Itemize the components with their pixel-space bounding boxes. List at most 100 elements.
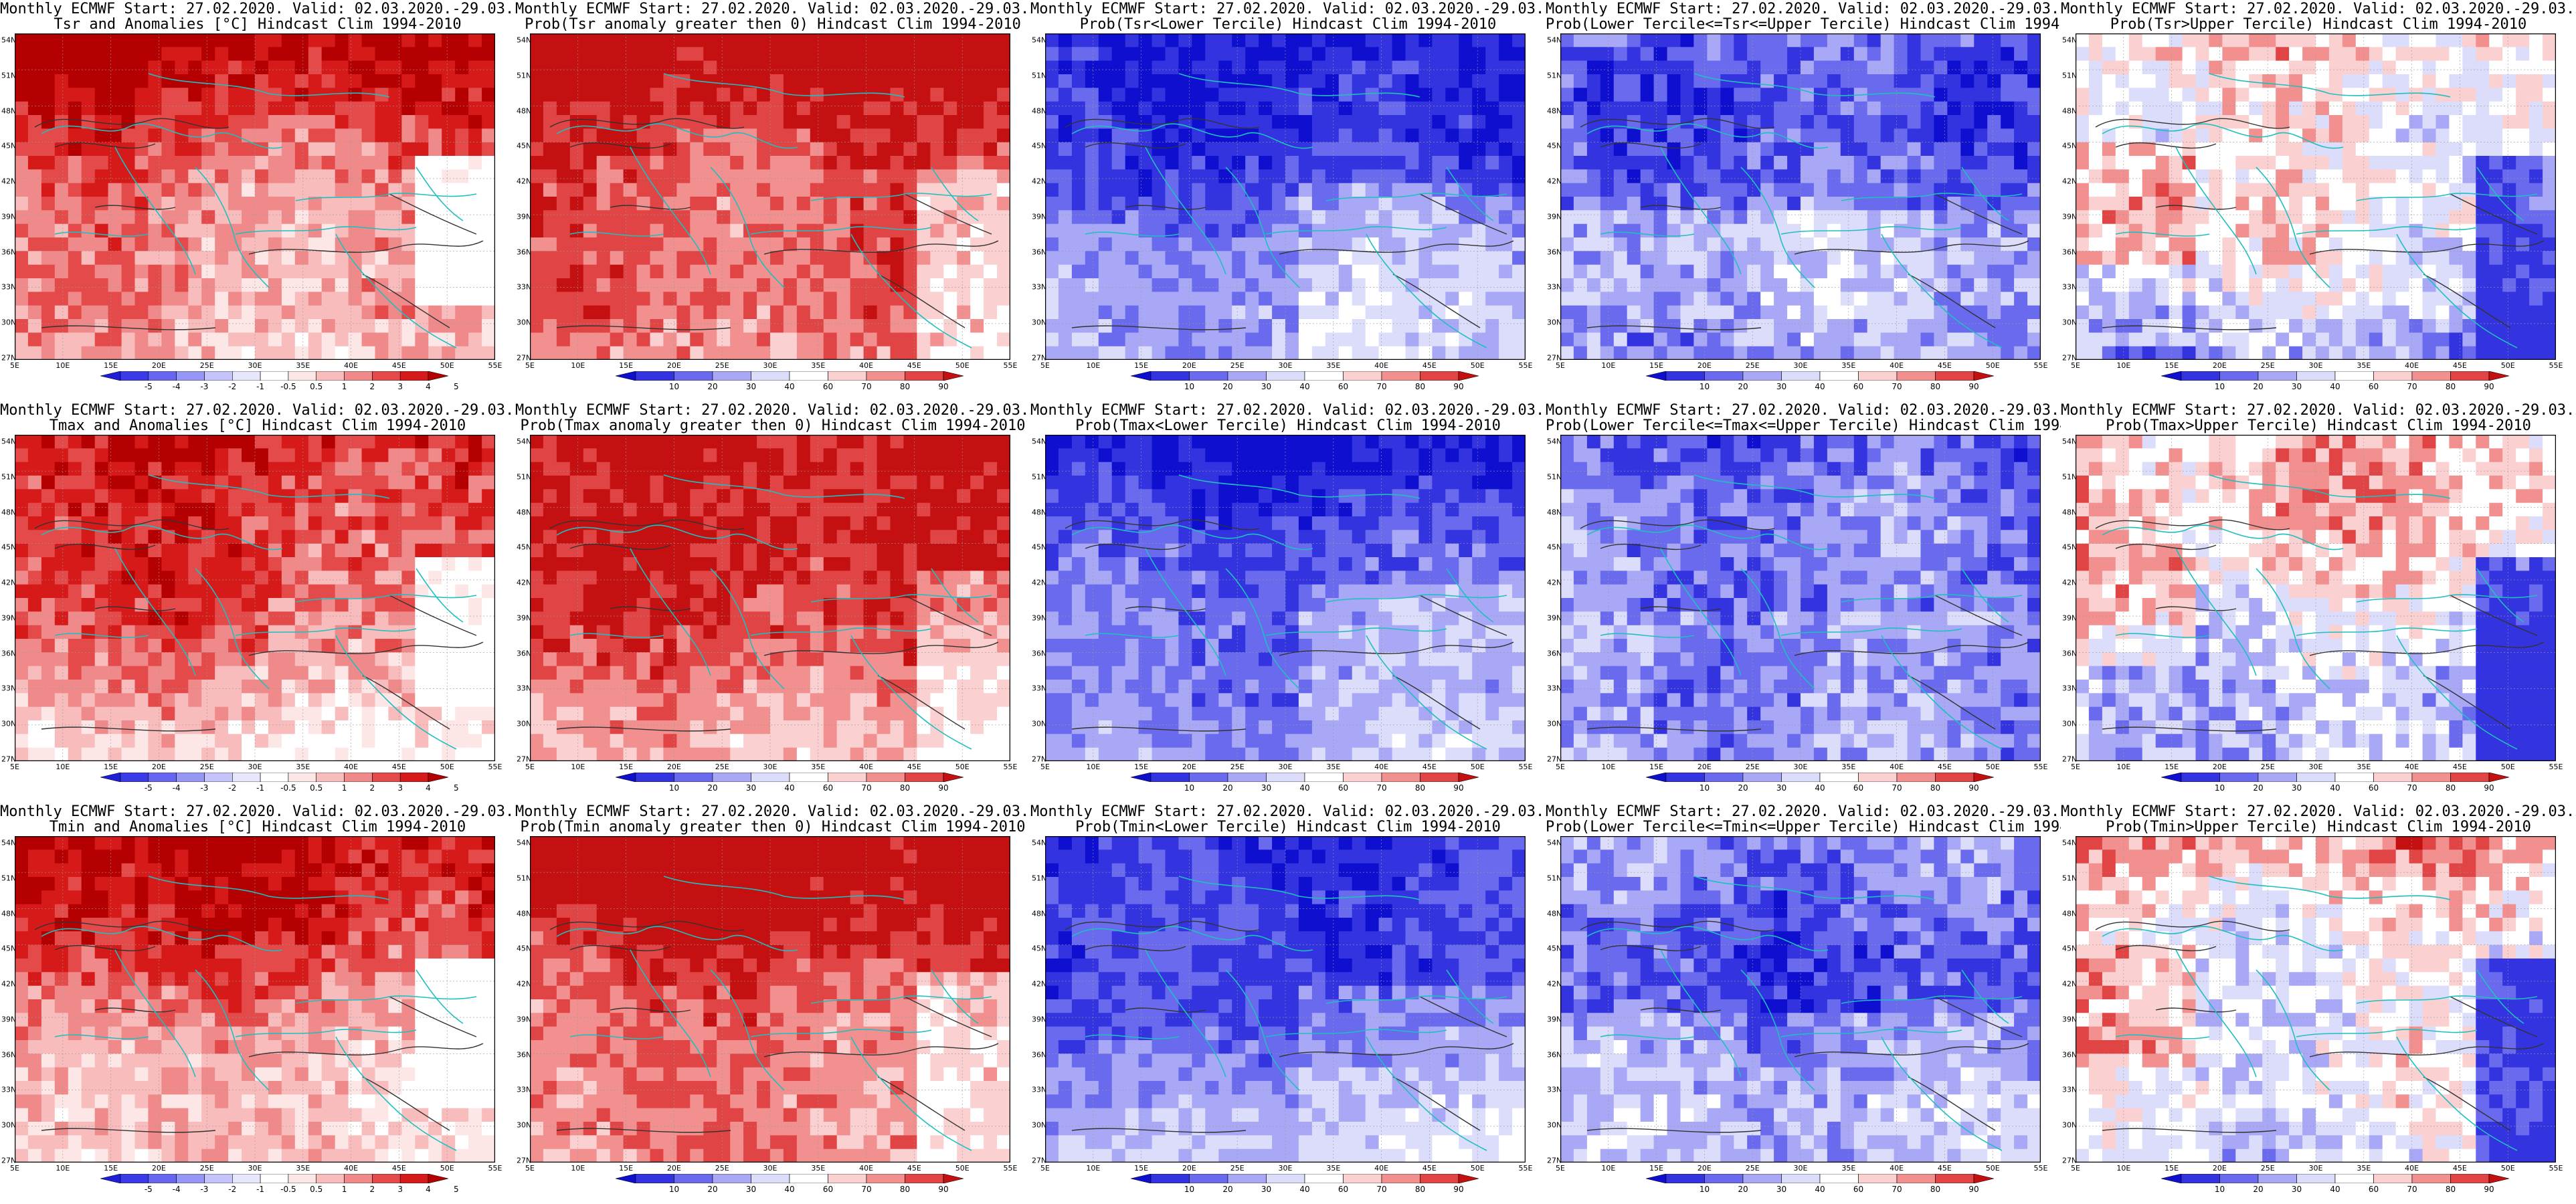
color-scale-tick-label: 40 [2330,783,2340,793]
longitude-label: 20E [151,763,166,771]
panel-title-line1: Monthly ECMWF Start: 27.02.2020. Valid: … [1030,402,1546,419]
color-scale-tick-label: 20 [707,783,718,793]
latitude-label: 45N [1032,542,1047,552]
latitude-label: 54N [1032,437,1047,446]
color-scale-tick-label: 2 [369,783,375,793]
latitude-label: 39N [517,1015,532,1024]
forecast-map [1560,33,2041,360]
color-scale-tick-label: 60 [1338,382,1349,391]
latitude-label: 42N [2062,578,2078,587]
forecast-map [2076,836,2556,1163]
color-scale-tick-label: 10 [1699,382,1710,391]
color-scale-tick-label: 80 [2445,783,2456,793]
latitude-label: 48N [1547,508,1562,517]
longitude-label: 10E [1601,361,1616,370]
latitude-label: 33N [1,684,17,693]
longitude-label: 45E [2452,361,2467,370]
panel-title-line1: Monthly ECMWF Start: 27.02.2020. Valid: … [1546,803,2061,820]
longitude-label: 35E [296,361,310,370]
latitude-label: 42N [517,177,532,186]
latitude-label: 51N [517,71,532,80]
color-scale-tick-label: 5 [453,1185,459,1194]
longitude-label: 5E [525,361,535,370]
color-scale-tick-label: 1 [341,783,347,793]
longitude-label: 5E [2071,1164,2080,1173]
latitude-label: 48N [1,106,17,116]
latitude-label: 39N [2062,212,2078,221]
color-scale-tick-label: 40 [2330,382,2340,391]
longitude-label: 50E [2500,1164,2515,1173]
longitude-label: 35E [1326,1164,1341,1173]
color-scale-tick-label: 10 [1699,783,1710,793]
longitude-label: 10E [1601,1164,1616,1173]
longitude-label: 55E [488,361,502,370]
color-scale-tick-label: 40 [1299,783,1310,793]
latitude-label: 45N [517,141,532,150]
longitude-label: 55E [1518,763,1533,771]
latitude-label: 39N [1,212,17,221]
color-scale-tick-label: 10 [668,382,680,391]
longitude-label: 20E [1182,763,1196,771]
longitude-label: 5E [2071,361,2080,370]
map-panel: Monthly ECMWF Start: 27.02.2020. Valid: … [2061,0,2576,401]
longitude-label: 25E [1745,1164,1760,1173]
latitude-label: 36N [517,1050,532,1060]
latitude-label: 33N [1547,282,1562,292]
latitude-label: 48N [517,909,532,918]
latitude-label: 51N [1,874,17,883]
latitude-label: 39N [1547,212,1562,221]
latitude-label: 42N [2062,177,2078,186]
color-scale-labels: 10 20 30 40 60 70 80 90 [616,1185,963,1195]
color-scale-tick-label: 80 [899,1185,911,1194]
latitude-label: 33N [2062,282,2078,292]
color-scale-tick-label: 40 [1299,1185,1310,1194]
latitude-label: 36N [1,1050,17,1060]
latitude-label: 42N [1,177,17,186]
latitude-label: 39N [1032,1015,1047,1024]
longitude-label: 35E [296,1164,310,1173]
longitude-label: 30E [1793,361,1808,370]
latitude-label: 45N [2062,944,2078,953]
latitude-label: 45N [1547,141,1562,150]
longitude-label: 45E [1422,763,1437,771]
color-scale-tick-label: 60 [1338,783,1349,793]
longitude-label: 55E [2549,763,2563,771]
color-scale-tick-label: 10 [2214,783,2225,793]
latitude-label: 36N [1547,247,1562,257]
latitude-label: 39N [1,613,17,623]
color-scale-bar [2160,772,2510,783]
longitude-label: 20E [1697,1164,1712,1173]
panel-title-line1: Monthly ECMWF Start: 27.02.2020. Valid: … [1030,1,1546,17]
longitude-label: 40E [1374,361,1389,370]
color-scale-tick-label: 80 [1930,783,1941,793]
longitude-label: 55E [1003,1164,1018,1173]
color-scale-labels: 10 20 30 40 60 70 80 90 [1131,382,1479,393]
latitude-label: 42N [1547,979,1562,989]
longitude-label: 35E [296,763,310,771]
latitude-label: 36N [1,247,17,257]
longitude-label: 35E [1326,361,1341,370]
latitude-label: 39N [1,1015,17,1024]
latitude-label: 30N [2062,1120,2078,1130]
latitude-label: 51N [1547,472,1562,482]
longitude-label: 50E [1470,361,1485,370]
latitude-label: 30N [517,1120,532,1130]
longitude-label: 20E [666,763,681,771]
longitude-label: 50E [1985,763,2000,771]
latitude-label: 30N [1,318,17,327]
longitude-label: 20E [2212,763,2227,771]
latitude-label: 30N [1547,1120,1562,1130]
longitude-label: 35E [1841,763,1856,771]
longitude-label: 50E [955,1164,970,1173]
panel-title-line1: Monthly ECMWF Start: 27.02.2020. Valid: … [1546,1,2061,17]
panel-title-line2: Tmin and Anomalies [°C] Hindcast Clim 19… [49,819,466,835]
longitude-label: 45E [391,763,406,771]
forecast-map [15,435,495,761]
color-scale-tick-label: 90 [938,382,949,391]
latitude-label: 51N [1,71,17,80]
longitude-label: 25E [1745,361,1760,370]
longitude-label: 45E [907,1164,921,1173]
color-scale-bar [1130,371,1479,381]
latitude-label: 45N [2062,542,2078,552]
longitude-label: 25E [199,763,214,771]
